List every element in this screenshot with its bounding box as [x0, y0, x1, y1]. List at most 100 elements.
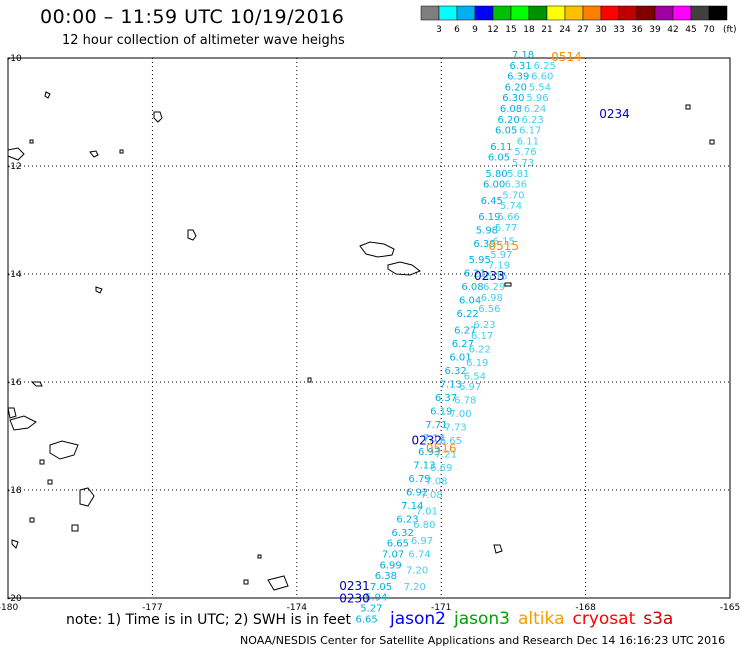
swh-value: 6.05: [495, 126, 517, 137]
swh-value: 6.69: [430, 463, 452, 474]
colorbar-unit: (ft): [723, 25, 737, 35]
swh-value: 6.24: [524, 104, 546, 115]
swh-value: 7.13: [413, 460, 435, 471]
swh-value: 6.80: [413, 520, 435, 531]
swh-value: 7.18: [512, 50, 534, 61]
swh-value: 6.97: [411, 536, 433, 547]
swh-value: 6.23: [473, 320, 495, 331]
swh-value: 6.65: [440, 436, 462, 447]
swh-value: 6.65: [387, 539, 409, 550]
swh-value: 5.98: [476, 226, 498, 237]
swh-value: 7.00: [449, 409, 471, 420]
island-savaii: [387, 261, 422, 276]
satellite-legend-entry: jason3: [454, 609, 510, 629]
swh-value: 6.11: [490, 142, 512, 153]
lat-tick-label: -20: [7, 594, 22, 604]
swh-value: 6.74: [408, 550, 430, 561]
swh-value: 6.32: [445, 366, 467, 377]
swh-value: 6.92: [406, 487, 428, 498]
swh-value: 6.08: [461, 282, 483, 293]
lat-tick-label: -10: [7, 54, 22, 64]
colorbar-label: 70: [703, 25, 715, 35]
swh-value: 6.56: [478, 304, 500, 315]
swh-value: 6.19: [430, 406, 452, 417]
island-tutuila: [504, 282, 512, 287]
lat-tick-label: -12: [7, 162, 22, 172]
pass-time-label: 0231: [339, 579, 370, 593]
satellite-legend: jason2 jason3 altika cryosat s3a: [390, 609, 681, 629]
swh-value: 6.99: [380, 560, 402, 571]
swh-value: 6.37: [435, 393, 457, 404]
lat-tick-label: -18: [7, 486, 22, 496]
swh-value: 6.20: [497, 115, 519, 126]
swh-value: 6.17: [471, 331, 493, 342]
swh-value: 6.25: [534, 61, 556, 72]
swh-value: 6.21: [464, 269, 486, 280]
swh-value: 6.32: [392, 528, 414, 539]
swh-value: 5.96: [526, 93, 548, 104]
swh-value: 7.19: [488, 261, 510, 272]
colorbar-label: 30: [595, 25, 607, 35]
swh-value: 7.08: [425, 477, 447, 488]
swh-value: 6.93: [418, 447, 440, 458]
satellite-legend-entry: jason2: [390, 609, 446, 629]
swh-value: 7.20: [404, 582, 426, 593]
colorbar-label: 3: [436, 25, 442, 35]
satellite-legend-entry: cryosat: [572, 609, 636, 629]
satellite-legend-entry: s3a: [643, 609, 674, 629]
swh-value: 7.13: [440, 379, 462, 390]
swh-value: 6.30: [502, 93, 524, 104]
footer-credit: NOAA/NESDIS Center for Satellite Applica…: [240, 634, 726, 647]
swh-value: 7.73: [445, 423, 467, 434]
swh-value: 6.00: [483, 180, 505, 191]
satellite-legend-entry: altika: [518, 609, 565, 629]
swh-value: 6.79: [408, 474, 430, 485]
swh-value: 5.27: [360, 604, 382, 615]
swh-value: 6.15: [485, 271, 507, 282]
swh-value: 7.20: [406, 566, 428, 577]
lon-tick-label: -177: [142, 603, 162, 613]
colorbar-label: 33: [613, 25, 624, 35]
colorbar-label: 45: [685, 25, 696, 35]
swh-value: 6.22: [457, 309, 479, 320]
lat-tick-label: -16: [7, 378, 22, 388]
colorbar-swatch: [708, 5, 728, 21]
swh-value: 6.39: [507, 72, 529, 83]
swh-value: 6.23: [522, 115, 544, 126]
colorbar-label: 9: [472, 25, 478, 35]
swh-value: 6.54: [464, 371, 486, 382]
swh-value: 6.98: [481, 293, 503, 304]
lon-tick-label: -168: [575, 603, 596, 613]
swh-value: 5.81: [507, 169, 529, 180]
swh-value: 6.65: [355, 614, 377, 625]
swh-value: 5.95: [469, 255, 491, 266]
swh-value: 6.05: [488, 153, 510, 164]
lat-tick-label: -14: [7, 270, 22, 280]
swh-value: 7.21: [435, 450, 457, 461]
swh-value: 7.05: [370, 582, 392, 593]
colorbar-label: 42: [667, 25, 678, 35]
swh-value: 6.17: [519, 126, 541, 137]
lon-tick-label: -171: [431, 603, 451, 613]
pass-time-label: 0234: [599, 107, 630, 121]
swh-value: 6.20: [505, 82, 527, 93]
swh-value: 5.66: [497, 212, 519, 223]
pass-time-label: 0516: [426, 442, 457, 456]
swh-value: 5.94: [365, 593, 387, 604]
swh-value: 6.27: [454, 325, 476, 336]
colorbar-label: 39: [649, 25, 661, 35]
map-subtitle: 12 hour collection of altimeter wave hei…: [62, 33, 345, 48]
swh-value: 6.29: [483, 282, 505, 293]
island-upolu: [359, 241, 395, 258]
swh-value: 6.27: [452, 339, 474, 350]
swh-value: 6.36: [505, 180, 527, 191]
swh-value: 6.19: [466, 358, 488, 369]
map-title: 00:00 – 11:59 UTC 10/19/2016: [40, 6, 345, 28]
swh-value: 5.73: [512, 158, 534, 169]
swh-value: 6.15: [493, 236, 515, 247]
colorbar-label: 18: [523, 25, 535, 35]
swh-value: 5.76: [514, 147, 536, 158]
swh-value: 6.11: [517, 136, 539, 147]
swh-value: 5.97: [490, 250, 512, 261]
swh-value: 6.01: [449, 352, 471, 363]
